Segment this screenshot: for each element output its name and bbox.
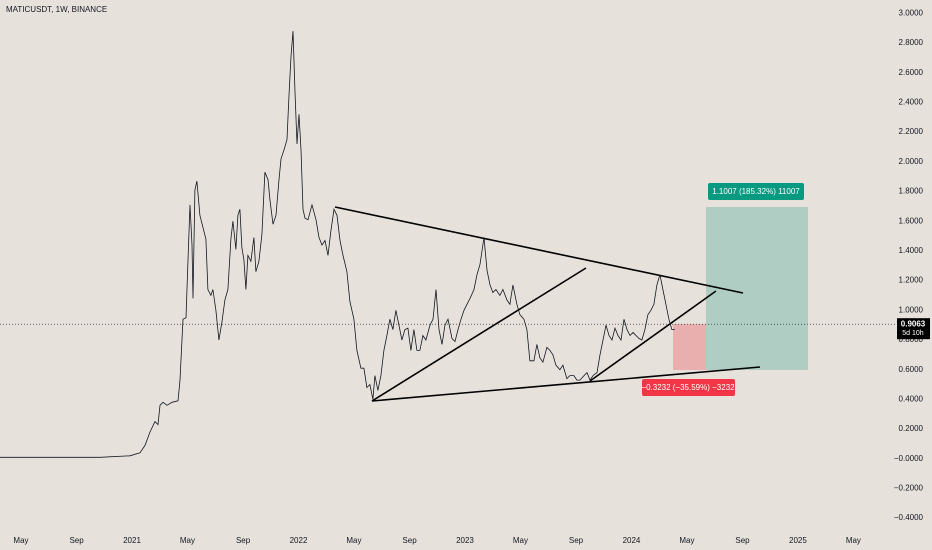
x-tick-label: 2021 [123, 536, 141, 545]
countdown-label: 5d 10h [902, 330, 924, 337]
x-tick-label: May [180, 536, 195, 545]
x-tick-label: May [679, 536, 694, 545]
x-tick-label: May [346, 536, 361, 545]
y-tick-label: −0.2000 [894, 484, 924, 493]
last-price-badge [897, 318, 930, 340]
target-label: 1.1007 (185.32%) 11007 [712, 187, 800, 196]
x-tick-label: Sep [735, 536, 750, 545]
trend-lines [334, 206, 761, 402]
x-tick-label: Sep [69, 536, 84, 545]
x-tick-label: May [513, 536, 528, 545]
y-tick-label: 2.4000 [899, 98, 924, 107]
x-tick-label: Sep [236, 536, 251, 545]
x-tick-label: 2025 [789, 536, 807, 545]
target-badge [708, 183, 804, 200]
chart-title: MATICUSDT, 1W, BINANCE [6, 5, 107, 14]
y-tick-label: 1.6000 [899, 216, 924, 225]
x-tick-label: 2024 [623, 536, 641, 545]
y-tick-label: 1.4000 [899, 246, 924, 255]
x-tick-label: 2022 [290, 536, 308, 545]
trend-line [589, 290, 717, 382]
y-tick-label: 0.2000 [899, 424, 924, 433]
last-price-label: 0.9063 [901, 319, 926, 328]
stop-badge [642, 379, 735, 396]
y-tick-label: 2.6000 [899, 68, 924, 77]
y-tick-label: 3.0000 [899, 8, 924, 17]
x-tick-label: Sep [569, 536, 584, 545]
stop-label: −0.3232 (−35.59%) −3232 [641, 383, 735, 392]
y-tick-label: 2.0000 [899, 157, 924, 166]
y-tick-label: 2.2000 [899, 127, 924, 136]
x-tick-label: 2023 [456, 536, 474, 545]
stop-zone [673, 324, 706, 370]
y-tick-label: 0.6000 [899, 365, 924, 374]
trend-line [371, 267, 587, 402]
y-tick-label: −0.4000 [894, 513, 924, 522]
y-tick-label: 1.2000 [899, 276, 924, 285]
x-tick-label: Sep [402, 536, 417, 545]
trend-line [371, 366, 761, 402]
y-tick-label: 2.8000 [899, 38, 924, 47]
y-tick-label: 1.8000 [899, 187, 924, 196]
y-tick-label: 1.0000 [899, 305, 924, 314]
y-tick-label: −0.0000 [894, 454, 924, 463]
trend-line [334, 206, 744, 294]
price-line [0, 31, 675, 458]
y-tick-label: 0.4000 [899, 394, 924, 403]
x-tick-label: May [13, 536, 28, 545]
y-tick-label: 0.8000 [899, 335, 924, 344]
x-tick-label: May [846, 536, 861, 545]
